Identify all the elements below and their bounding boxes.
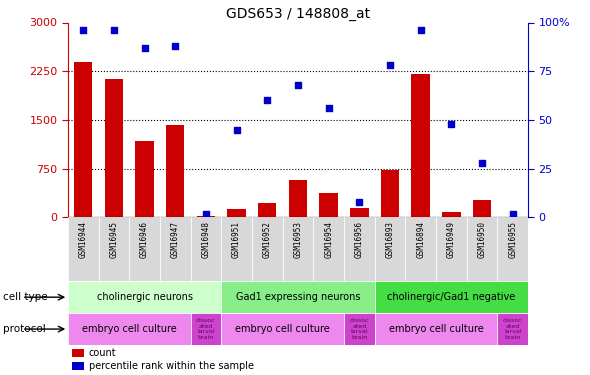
Point [232,127,241,133]
Bar [129,217,160,281]
Point [324,105,333,111]
Bar [68,217,99,281]
Text: GSM16955: GSM16955 [508,220,517,258]
Text: GSM16956: GSM16956 [355,220,364,258]
Point [477,160,487,166]
Point [385,62,395,68]
Point [508,211,517,217]
Bar [227,209,246,218]
Point [201,211,211,217]
Bar [191,313,221,345]
Text: GSM16893: GSM16893 [385,220,395,258]
Text: dissoc
ated
larval
brain: dissoc ated larval brain [349,318,369,340]
Text: GSM16894: GSM16894 [416,220,425,258]
Text: cholinergic neurons: cholinergic neurons [97,292,192,302]
Bar [350,208,369,218]
Bar [73,349,84,357]
Bar [68,313,191,345]
Bar [411,74,430,217]
Bar [258,202,277,217]
Bar [313,217,344,281]
Bar [283,217,313,281]
Text: GSM16949: GSM16949 [447,220,456,258]
Text: Gad1 expressing neurons: Gad1 expressing neurons [235,292,360,302]
Text: GSM16950: GSM16950 [477,220,487,258]
Bar [344,217,375,281]
Text: GSM16952: GSM16952 [263,220,272,258]
Bar [375,217,405,281]
Point [78,27,88,33]
Text: GSM16947: GSM16947 [171,220,180,258]
Text: cell type: cell type [3,292,48,302]
Point [355,199,364,205]
Text: dissoc
ated
larval
brain: dissoc ated larval brain [503,318,523,340]
Bar [467,217,497,281]
Bar [252,217,283,281]
Point [140,45,149,51]
Text: GSM16951: GSM16951 [232,220,241,258]
Bar [381,170,399,217]
Text: GSM16953: GSM16953 [293,220,303,258]
Text: embryo cell culture: embryo cell culture [389,324,483,334]
Text: embryo cell culture: embryo cell culture [82,324,176,334]
Bar [135,141,154,218]
Bar [221,281,375,313]
Bar [405,217,436,281]
Text: embryo cell culture: embryo cell culture [235,324,330,334]
Bar [221,313,344,345]
Bar [442,211,461,217]
Bar [160,217,191,281]
Bar [344,313,375,345]
Point [416,27,425,33]
Bar [497,217,528,281]
Bar [191,217,221,281]
Point [447,121,456,127]
Text: cholinergic/Gad1 negative: cholinergic/Gad1 negative [387,292,516,302]
Bar [289,180,307,218]
Bar [196,216,215,217]
Bar [319,193,338,217]
Point [109,27,119,33]
Bar [375,313,497,345]
Text: protocol: protocol [3,324,45,334]
Text: GSM16946: GSM16946 [140,220,149,258]
Point [171,43,180,49]
Text: GSM16954: GSM16954 [324,220,333,258]
Bar [68,281,221,313]
Text: GSM16948: GSM16948 [201,220,211,258]
Bar [221,217,252,281]
Bar [166,124,185,217]
Bar [99,217,129,281]
Text: GSM16944: GSM16944 [78,220,88,258]
Text: dissoc
ated
larval
brain: dissoc ated larval brain [196,318,216,340]
Text: GSM16945: GSM16945 [109,220,119,258]
Bar [104,79,123,218]
Bar [73,362,84,370]
Bar [436,217,467,281]
Title: GDS653 / 148808_at: GDS653 / 148808_at [226,8,370,21]
Bar [74,62,93,217]
Bar [375,281,528,313]
Text: count: count [88,348,116,358]
Point [263,98,272,104]
Point [293,82,303,88]
Bar [473,200,491,217]
Text: percentile rank within the sample: percentile rank within the sample [88,361,254,371]
Bar [497,313,528,345]
